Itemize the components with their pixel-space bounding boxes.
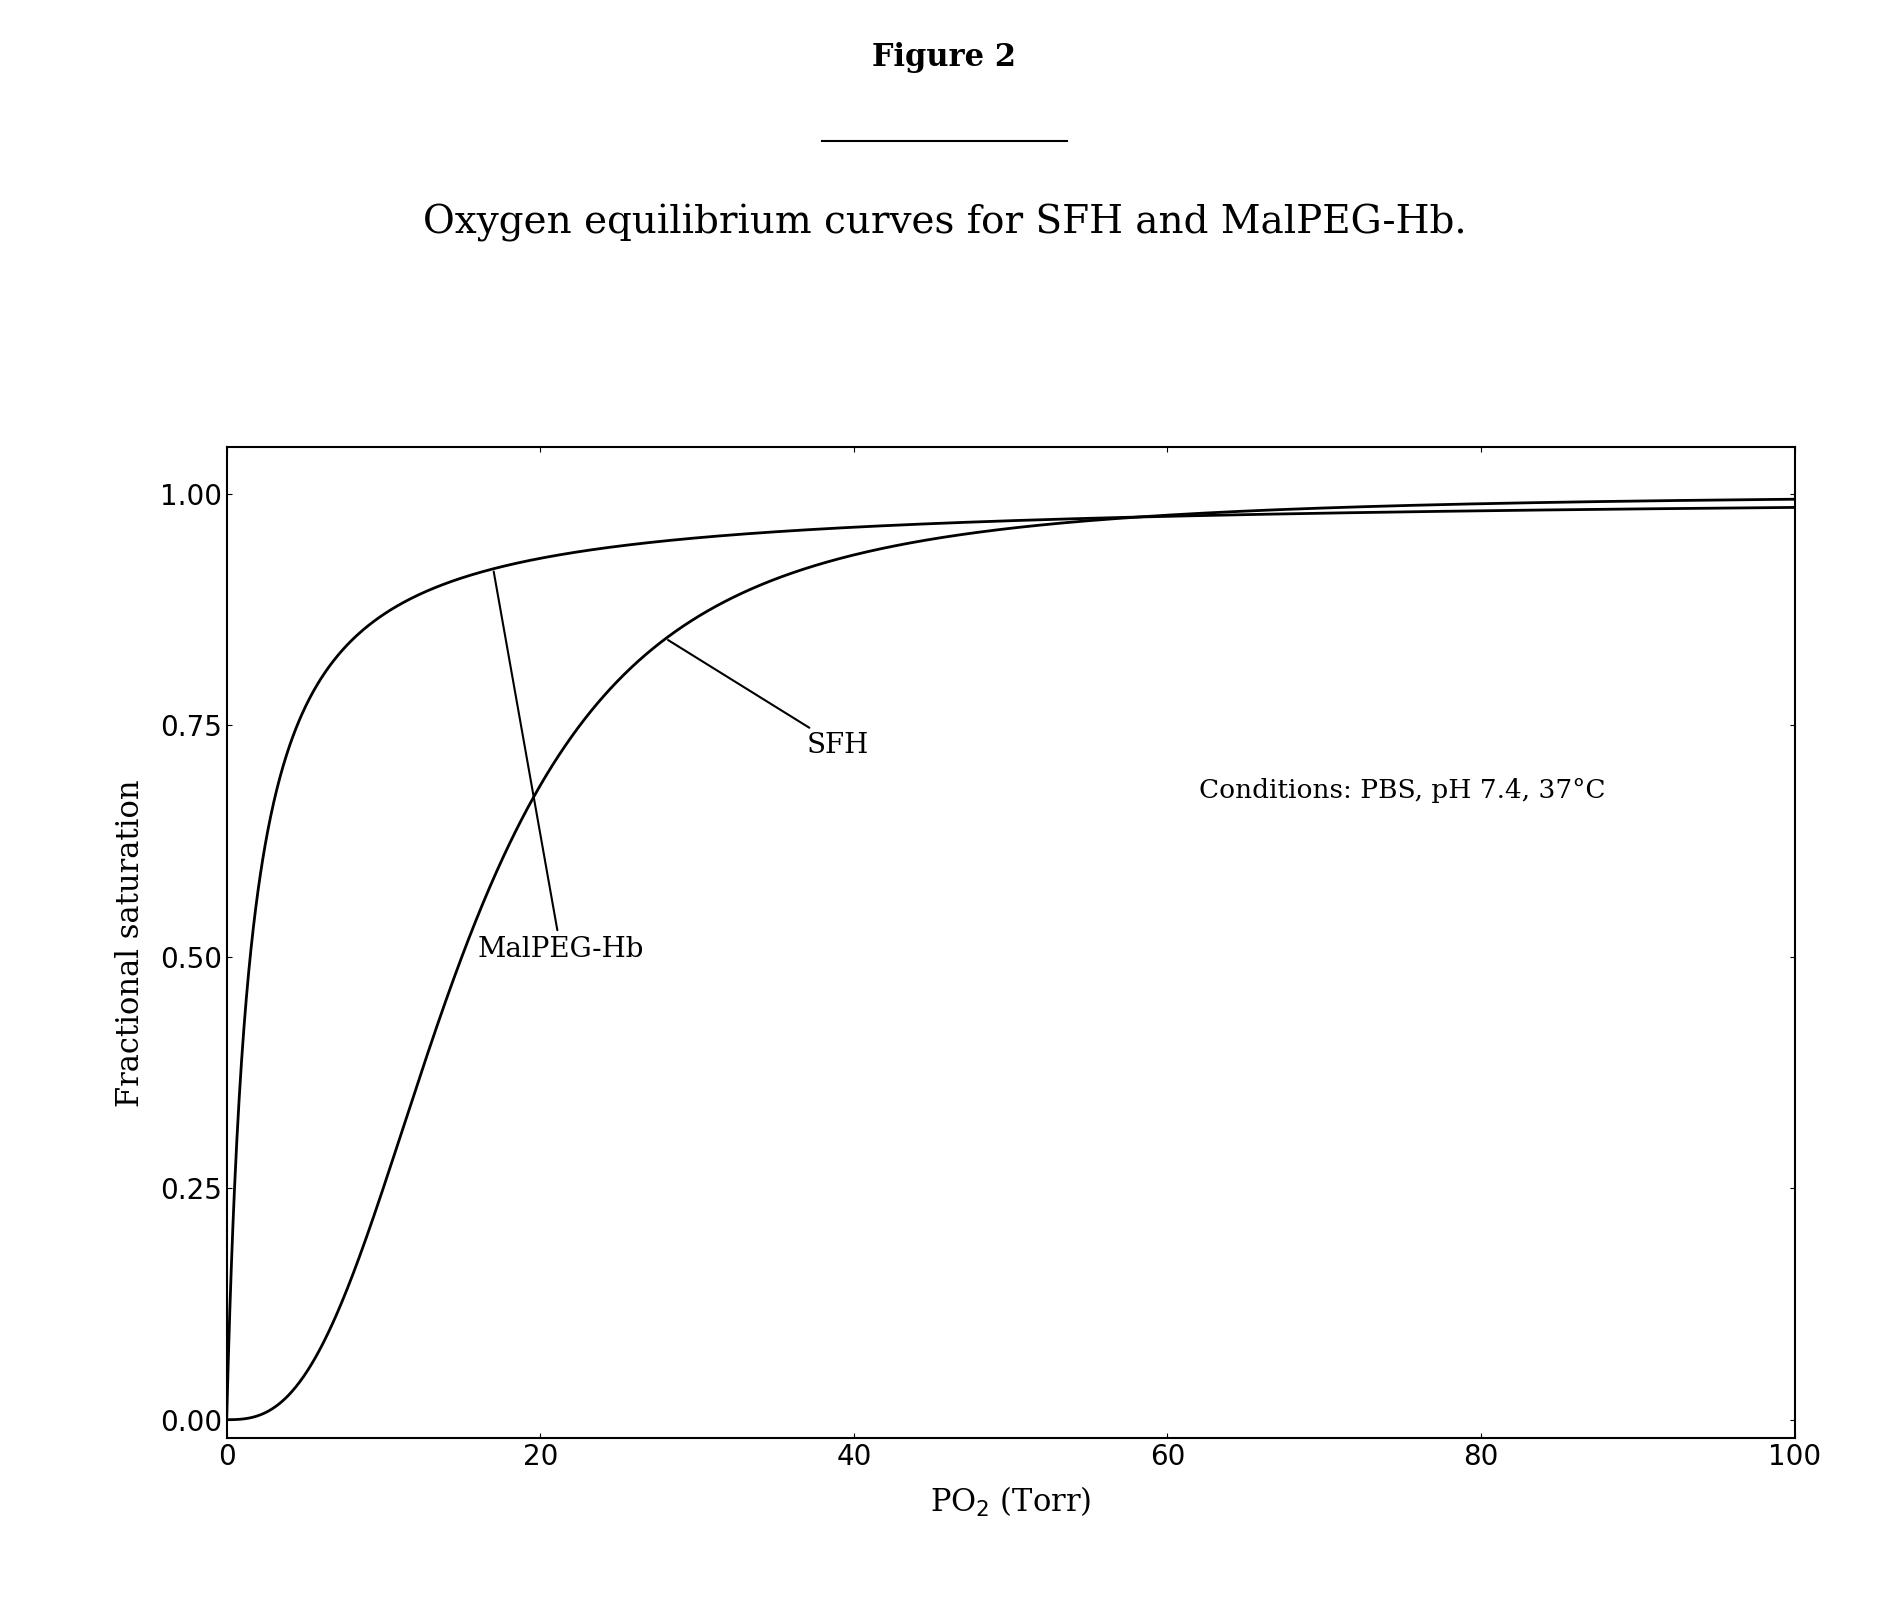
Text: Oxygen equilibrium curves for SFH and MalPEG-Hb.: Oxygen equilibrium curves for SFH and Ma… bbox=[423, 205, 1466, 241]
Text: Figure 2: Figure 2 bbox=[873, 42, 1016, 74]
Text: SFH: SFH bbox=[669, 641, 869, 759]
Y-axis label: Fractional saturation: Fractional saturation bbox=[115, 778, 145, 1107]
Text: MalPEG-Hb: MalPEG-Hb bbox=[478, 572, 644, 962]
Text: Conditions: PBS, pH 7.4, 37°C: Conditions: PBS, pH 7.4, 37°C bbox=[1200, 778, 1606, 802]
X-axis label: PO$_2$ (Torr): PO$_2$ (Torr) bbox=[929, 1485, 1092, 1520]
